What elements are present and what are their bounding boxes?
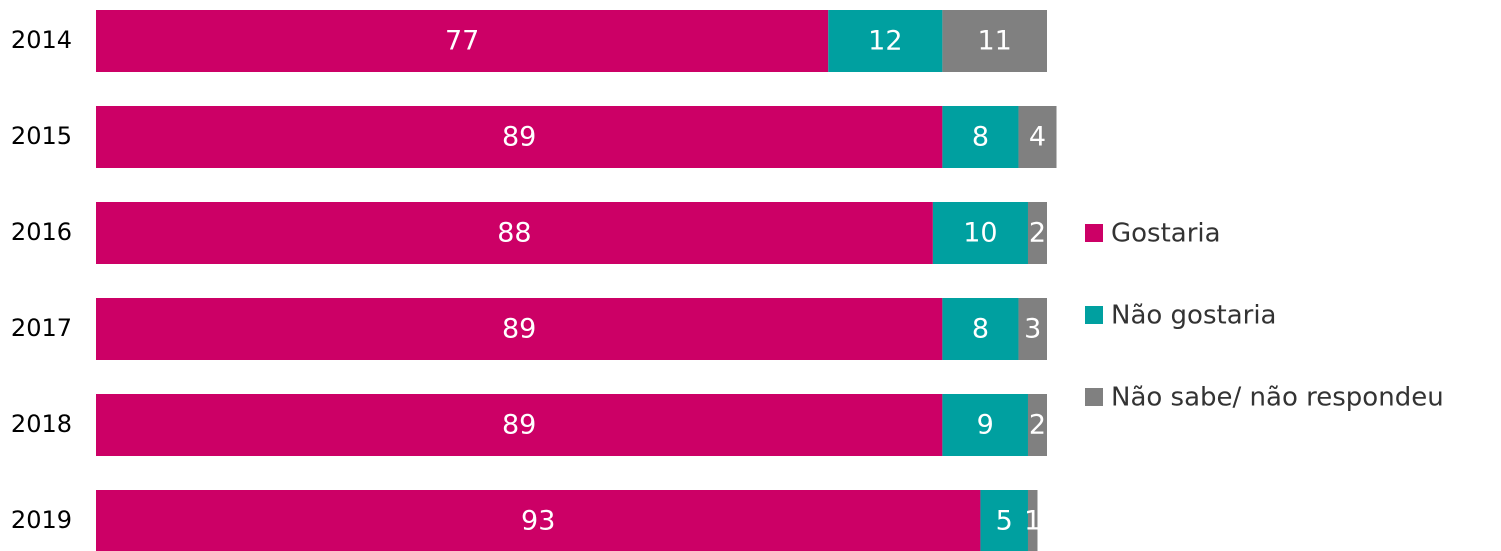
value-label: 1 xyxy=(1024,506,1041,537)
value-label: 89 xyxy=(502,410,536,441)
bar-segment xyxy=(96,298,943,360)
value-label: 3 xyxy=(1024,314,1041,345)
value-label: 89 xyxy=(502,122,536,153)
y-tick-label: 2015 xyxy=(11,122,72,150)
bar-segment xyxy=(96,394,943,456)
y-tick-label: 2019 xyxy=(11,506,72,534)
bar-segment xyxy=(1027,202,1047,264)
value-label: 5 xyxy=(996,506,1013,537)
value-label: 88 xyxy=(497,218,531,249)
bar-segment xyxy=(1027,490,1038,551)
legend-label: Gostaria xyxy=(1111,219,1221,249)
bar-segment xyxy=(828,10,943,72)
y-tick-label: 2018 xyxy=(11,410,72,438)
value-label: 2 xyxy=(1029,218,1046,249)
legend-swatch xyxy=(1085,388,1103,406)
bar-segment xyxy=(942,10,1047,72)
value-label: 10 xyxy=(963,218,997,249)
bar-segment xyxy=(96,106,943,168)
value-label: 89 xyxy=(502,314,536,345)
y-tick-label: 2017 xyxy=(11,314,72,342)
bar-segment xyxy=(932,202,1028,264)
bar-segment xyxy=(942,298,1019,360)
legend-label: Não sabe/ não respondeu xyxy=(1111,383,1444,413)
value-label: 2 xyxy=(1029,410,1046,441)
y-tick-label: 2016 xyxy=(11,218,72,246)
value-label: 93 xyxy=(521,506,555,537)
bar-segment xyxy=(942,394,1028,456)
bar-segment xyxy=(1018,298,1047,360)
y-tick-label: 2014 xyxy=(11,26,72,54)
legend-swatch xyxy=(1085,224,1103,242)
bar-segment xyxy=(1027,394,1047,456)
value-label: 11 xyxy=(978,26,1012,57)
value-label: 8 xyxy=(972,122,989,153)
legend-swatch xyxy=(1085,306,1103,324)
bar-segment xyxy=(96,490,981,551)
value-label: 9 xyxy=(977,410,994,441)
value-label: 4 xyxy=(1029,122,1046,153)
legend-label: Não gostaria xyxy=(1111,301,1276,331)
bar-segment xyxy=(980,490,1028,551)
value-label: 12 xyxy=(868,26,902,57)
value-label: 8 xyxy=(972,314,989,345)
bar-segment xyxy=(942,106,1019,168)
bar-segment xyxy=(96,202,933,264)
value-label: 77 xyxy=(445,26,479,57)
bar-segment xyxy=(1018,106,1057,168)
bar-segment xyxy=(96,10,829,72)
